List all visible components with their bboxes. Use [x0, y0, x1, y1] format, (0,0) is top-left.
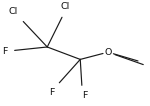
Text: Cl: Cl: [61, 2, 70, 11]
Text: O: O: [104, 48, 112, 57]
Text: F: F: [82, 91, 88, 100]
Text: F: F: [49, 88, 55, 97]
Text: Cl: Cl: [9, 7, 18, 16]
Text: F: F: [2, 47, 8, 56]
